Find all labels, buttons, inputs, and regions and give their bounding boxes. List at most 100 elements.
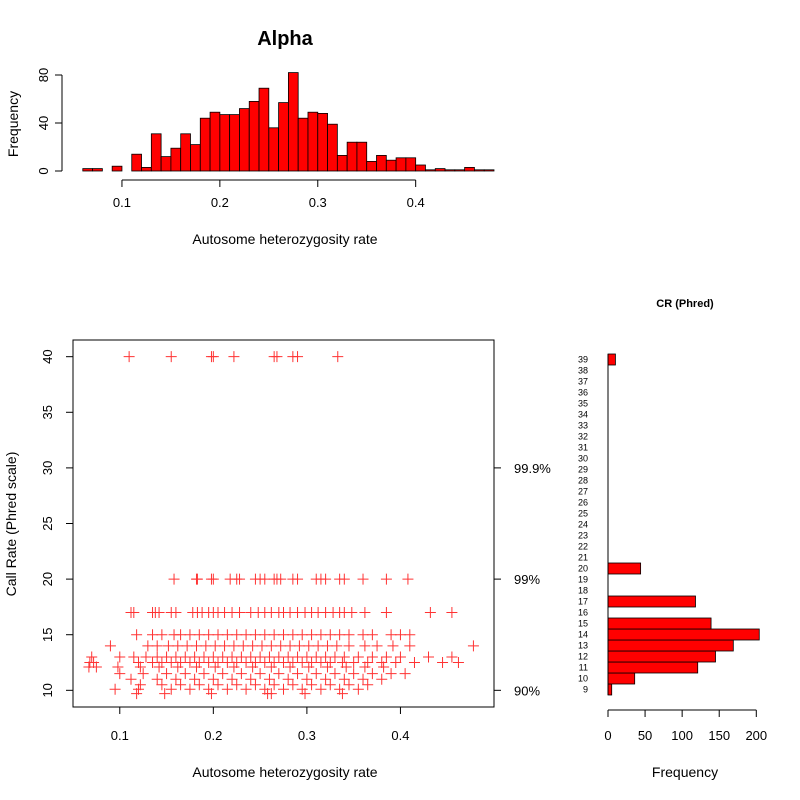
scatter-point — [209, 640, 221, 652]
histogram-bars — [82, 72, 495, 172]
cr-category-label: 17 — [578, 597, 588, 607]
scatter-point — [357, 573, 369, 585]
scatter-point — [315, 629, 327, 641]
scatter-point — [343, 629, 355, 641]
histogram-title: Alpha — [257, 28, 313, 50]
cr-bar — [607, 562, 642, 575]
scatter-point — [125, 673, 137, 685]
scatter-point — [88, 657, 100, 669]
scatter-point — [423, 651, 435, 663]
scatter-point — [315, 657, 327, 669]
scatter-plot-frame — [72, 339, 495, 708]
cr-category-label: 28 — [578, 476, 588, 486]
scatter-point — [387, 640, 399, 652]
scatter-point — [198, 668, 210, 680]
scatter-point — [321, 661, 333, 673]
scatter-point — [247, 661, 259, 673]
scatter-point — [296, 683, 308, 695]
scatter-point — [170, 651, 182, 663]
histogram-bar — [376, 154, 387, 172]
scatter-point — [352, 683, 364, 695]
scatter-point — [390, 657, 402, 669]
scatter-point — [112, 661, 124, 673]
scatter-point — [165, 683, 177, 695]
cr-category-label: 18 — [578, 586, 588, 596]
scatter-point — [203, 683, 215, 695]
scatter-point — [263, 651, 275, 663]
cr-category-label: 30 — [578, 454, 588, 464]
scatter-point — [331, 640, 343, 652]
histogram-bar — [395, 157, 407, 172]
histogram-bar — [180, 133, 191, 172]
scatter-point — [175, 657, 187, 669]
scatter-point — [181, 640, 193, 652]
histogram-bar — [160, 156, 172, 172]
scatter-point — [338, 651, 350, 663]
scatter-point — [320, 573, 332, 585]
scatter-point — [359, 661, 371, 673]
scatter-point — [109, 683, 121, 695]
scatter-point — [334, 683, 346, 695]
scatter-point — [123, 351, 135, 363]
scatter-point — [235, 651, 247, 663]
scatter-point — [226, 651, 238, 663]
cr-x-tick-label: 0 — [604, 728, 611, 743]
scatter-point — [343, 640, 355, 652]
scatter-point — [376, 673, 388, 685]
cr-category-label: 12 — [578, 652, 588, 662]
cr-category-label: 31 — [578, 443, 588, 453]
scatter-point — [359, 606, 371, 618]
scatter-point — [404, 629, 416, 641]
histogram-bar — [111, 165, 123, 172]
scatter-point — [338, 573, 350, 585]
scatter-point — [228, 661, 240, 673]
scatter-point — [287, 679, 299, 691]
scatter-point — [287, 629, 299, 641]
scatter-point — [134, 661, 146, 673]
alpha-histogram: Alpha Autosome heterozygosity rate Frequ… — [5, 28, 495, 247]
histogram-x-tick-label: 0.3 — [309, 195, 327, 210]
scatter-point — [207, 651, 219, 663]
cr-category-label: 35 — [578, 399, 588, 409]
scatter-point — [292, 668, 304, 680]
histogram-bar — [405, 157, 417, 172]
scatter-x-label: Autosome heterozygosity rate — [192, 764, 377, 780]
scatter-point — [228, 640, 240, 652]
scatter-point — [189, 673, 201, 685]
scatter-point — [131, 688, 143, 700]
cr-category-label: 23 — [578, 531, 588, 541]
scatter-point — [207, 673, 219, 685]
scatter-point — [189, 651, 201, 663]
histogram-bar — [327, 123, 338, 172]
scatter-point — [221, 683, 233, 695]
scatter-point — [134, 679, 146, 691]
scatter-point — [165, 351, 177, 363]
scatter-point — [329, 651, 341, 663]
histogram-bar — [209, 111, 221, 172]
histogram-bar — [483, 169, 495, 172]
scatter-point — [284, 661, 296, 673]
cr-category-label: 22 — [578, 542, 588, 552]
cr-title: CR (Phred) — [656, 298, 714, 310]
scatter-point — [265, 640, 277, 652]
scatter-point — [310, 651, 322, 663]
scatter-point — [271, 351, 283, 363]
scatter-point — [329, 668, 341, 680]
scatter-point — [245, 651, 257, 663]
scatter-point — [212, 629, 224, 641]
scatter-point — [153, 661, 165, 673]
scatter-point — [162, 640, 174, 652]
scatter-point — [287, 657, 299, 669]
cr-x-tick-label: 50 — [638, 728, 652, 743]
scatter-x-tick-label: 0.2 — [204, 728, 222, 743]
histogram-bar — [287, 72, 299, 172]
cr-bar — [607, 353, 616, 366]
scatter-y-tick-label: 30 — [40, 461, 55, 475]
scatter-point — [234, 606, 246, 618]
scatter-point — [237, 640, 249, 652]
scatter-point — [275, 573, 287, 585]
scatter-point — [137, 668, 149, 680]
scatter-x-tick-label: 0.3 — [298, 728, 316, 743]
scatter-point — [332, 351, 344, 363]
